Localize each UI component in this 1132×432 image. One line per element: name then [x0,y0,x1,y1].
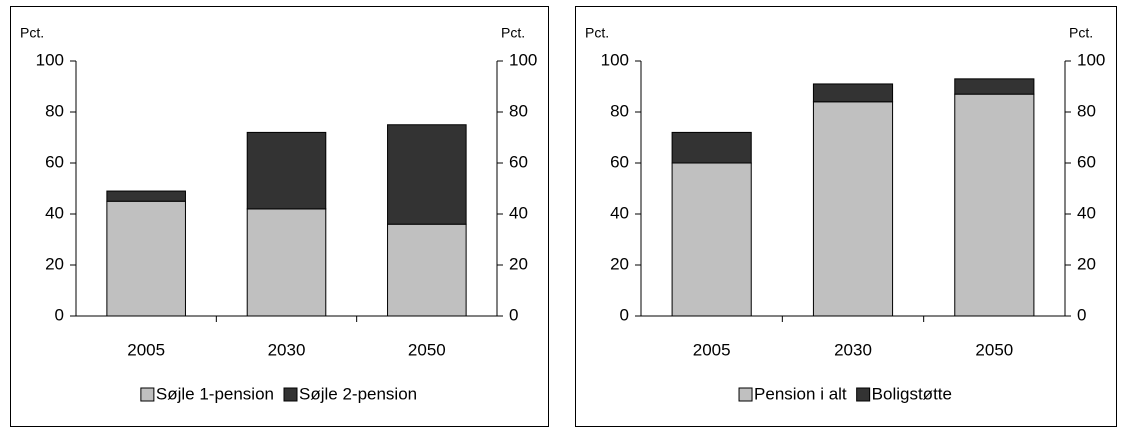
bar-segment [106,190,186,202]
legend-swatch [738,387,753,402]
bar-segment [671,131,752,164]
y-tick-label: 40 [45,203,64,222]
y-axis-label: Pct. [20,25,44,41]
y2-tick-label: 100 [1077,50,1105,69]
y-tick-label: 40 [610,203,629,222]
x-tick-label: 2005 [127,340,165,359]
y2-tick-label: 100 [509,50,537,69]
bar-segment [954,93,1035,317]
bar-segment [387,124,467,225]
legend-label: Søjle 2-pension [299,384,417,403]
y2-tick-label: 20 [1077,254,1096,273]
legend-label: Boligstøtte [872,384,952,403]
y-axis-label: Pct. [585,25,609,41]
panel-border [575,6,1117,427]
y2-tick-label: 60 [509,152,528,171]
y2-tick-label: 20 [509,254,528,273]
y-tick-label: 20 [610,254,629,273]
x-tick-label: 2030 [268,340,306,359]
chart-panel: Pct. Pct. 0 20 40 60 80 100 0 20 40 60 80 100 2005 2030… [575,6,1117,427]
y-tick-label: 80 [45,101,64,120]
y-tick-label: 60 [45,152,64,171]
y2-axis-label: Pct. [501,25,525,41]
y-tick-label: 0 [55,305,64,324]
bar-segment [812,101,894,317]
y-tick-label: 80 [610,101,629,120]
y2-tick-label: 60 [1077,152,1096,171]
legend-label: Søjle 1-pension [156,384,274,403]
y2-tick-label: 80 [509,101,528,120]
bar-segment [106,200,186,317]
y2-tick-label: 40 [1077,203,1096,222]
legend-label: Pension i alt [754,384,847,403]
y2-tick-label: 0 [509,305,518,324]
chart-panel: Pct. Pct. 0 20 40 60 80 100 0 20 40 60 80 100 2005 2030… [10,6,549,427]
x-tick-label: 2005 [693,340,731,359]
x-tick-label: 2050 [408,340,446,359]
bar-segment [246,131,327,210]
x-tick-label: 2030 [834,340,872,359]
legend-swatch [140,387,155,402]
y2-tick-label: 80 [1077,101,1096,120]
y2-tick-label: 40 [509,203,528,222]
y2-axis-label: Pct. [1069,25,1093,41]
legend-swatch [856,387,871,402]
bar-segment [954,78,1035,95]
panel-border [10,6,549,427]
y-tick-label: 100 [36,50,64,69]
y-tick-label: 20 [45,254,64,273]
legend: Pension i alt Boligstøtte [738,384,952,403]
y2-tick-label: 0 [1077,305,1086,324]
legend: Søjle 1-pension Søjle 2-pension [140,384,417,403]
bar-segment [246,208,327,317]
y-tick-label: 100 [601,50,629,69]
y-tick-label: 60 [610,152,629,171]
bar-segment [812,83,894,103]
bar-segment [671,162,752,317]
x-tick-label: 2050 [975,340,1013,359]
bar-segment [387,223,467,317]
y-tick-label: 0 [620,305,629,324]
legend-swatch [283,387,298,402]
